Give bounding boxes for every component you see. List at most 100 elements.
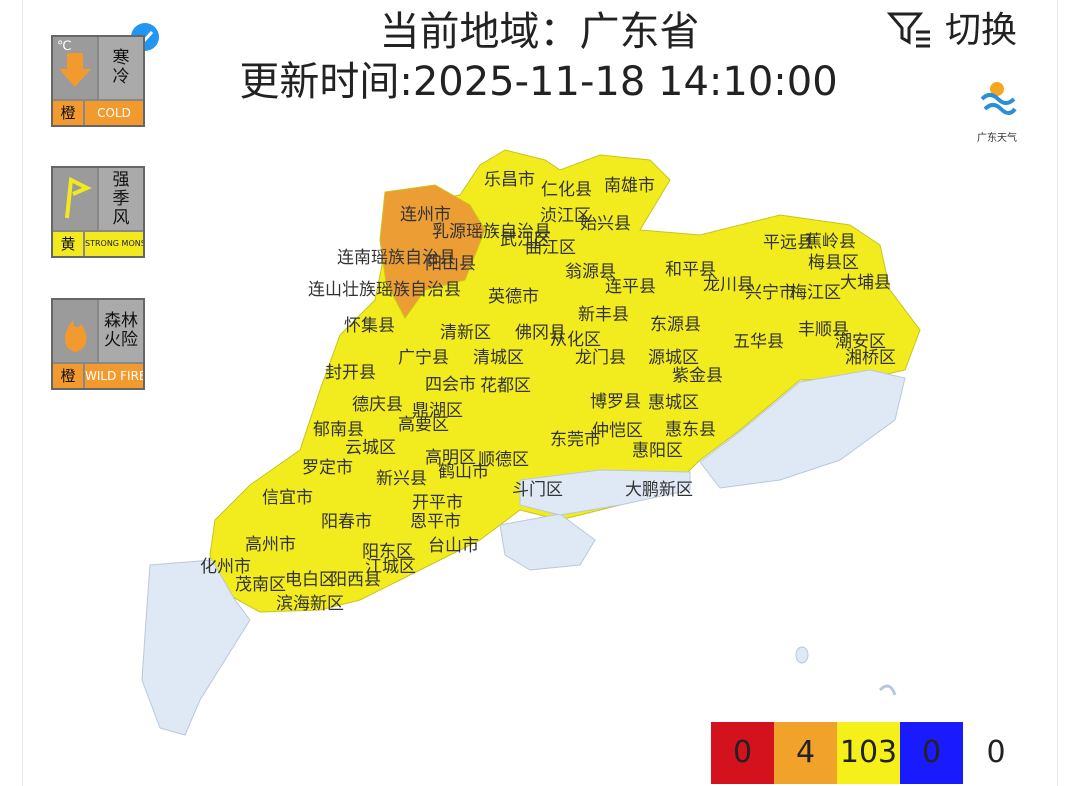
region-label: 东莞市 [550, 430, 601, 450]
region-label: 翁源县 [565, 262, 616, 282]
border [22, 0, 23, 786]
region-label: 电白区 [285, 570, 336, 590]
region-label: 顺德区 [478, 450, 529, 470]
region-label: 和平县 [665, 260, 716, 280]
region-label: 阳春市 [321, 512, 372, 532]
region-label: 连平县 [605, 277, 656, 297]
region-label: 信宜市 [262, 488, 313, 508]
region-label: 新丰县 [578, 305, 629, 325]
warning-name: 强季风 [99, 168, 143, 230]
region-label: 曲江区 [525, 238, 576, 258]
filter-shape[interactable] [886, 12, 924, 45]
warning-icon[interactable]: 森林火险 橙 WILD FIRE [51, 298, 145, 390]
region-label: 广宁县 [398, 348, 449, 368]
region-label: 始兴县 [580, 214, 631, 234]
region-label: 博罗县 [590, 392, 641, 412]
border [1057, 0, 1058, 786]
region-label: 东源县 [650, 315, 701, 335]
region-label: 化州市 [200, 557, 251, 577]
region-label: 惠城区 [648, 393, 699, 413]
region-label: 大埔县 [840, 273, 891, 293]
region-label: 滨海新区 [276, 594, 344, 614]
region-label: 封开县 [325, 363, 376, 383]
region-label: 阳东区 [362, 542, 413, 562]
legend-red: 0 [711, 722, 774, 784]
flag [65, 176, 92, 219]
region-label: 平远县 [763, 233, 814, 253]
region-label: 阳西县 [330, 570, 381, 590]
icon-symbol-area: ℃ [53, 37, 97, 99]
region-label: 仲恺区 [592, 421, 643, 441]
region-label: 花都区 [480, 376, 531, 396]
region-label: 大鹏新区 [625, 480, 693, 500]
update-time: 更新时间:2025-11-18 14:10:00 [239, 59, 838, 105]
region-label: 德庆县 [352, 395, 403, 415]
region-label: 丰顺县 [798, 320, 849, 340]
region-label: 龙川县 [703, 275, 754, 295]
region-label: 紫金县 [672, 366, 723, 386]
warning-level: 橙 [53, 364, 83, 388]
region-label: 江城区 [365, 557, 416, 577]
warning-level: 黄 [53, 232, 83, 256]
region-label: 龙门县 [575, 348, 626, 368]
region-label: 茂南区 [235, 575, 286, 595]
region-label: 英德市 [488, 287, 539, 307]
region-label: 开平市 [412, 493, 463, 513]
region-label: 五华县 [733, 332, 784, 352]
region-label: 罗定市 [302, 458, 353, 478]
icon-symbol-area [53, 300, 97, 362]
logo [980, 82, 1017, 115]
region-label: 梅县区 [808, 253, 859, 273]
switch-button[interactable]: 切换 [945, 10, 1017, 51]
region-label: 湘桥区 [845, 348, 896, 368]
unwarned-area [519, 469, 691, 516]
orange-area [379, 184, 486, 319]
warning-icon[interactable]: ℃ 寒冷 橙 COLD [51, 35, 145, 127]
warning-english: STRONG MONSOON [85, 232, 143, 256]
region-label: 惠阳区 [632, 441, 683, 461]
region-label: 源城区 [648, 348, 699, 368]
region-label: 连山壮族瑶族自治县 [308, 280, 461, 300]
warning-english: WILD FIRE [85, 364, 143, 388]
region-label: 惠东县 [665, 420, 716, 440]
warning-icon[interactable]: 强季风 黄 STRONG MONSOON [51, 166, 145, 258]
region-label: 斗门区 [512, 480, 563, 500]
region-label: 潮安区 [835, 332, 886, 352]
region-label: 高明区 [425, 448, 476, 468]
warning-level: 橙 [53, 101, 83, 125]
icon-symbol: ℃ [57, 39, 72, 54]
island [878, 684, 897, 696]
unwarned-area [141, 559, 251, 736]
region-label: 鹤山市 [438, 462, 489, 482]
region-label: 南雄市 [604, 176, 655, 196]
legend-blue: 0 [900, 722, 963, 784]
arrow [59, 53, 91, 87]
island [795, 646, 809, 664]
region-label: 武江区 [500, 230, 551, 250]
map-labels: 乐昌市 仁化县 南雄市连州市乳源瑶族自治县浈江区始兴县武江区曲江区连南瑶族自治县阳山… [200, 170, 896, 614]
unwarned-area [499, 513, 596, 571]
region-label: 恩平市 [410, 512, 461, 532]
arrow-shape [59, 53, 91, 87]
region-label: 台山市 [428, 536, 479, 556]
region-label: 梅江区 [790, 283, 841, 303]
region-label: 清新区 [440, 323, 491, 343]
region-label: 佛冈县 [515, 323, 566, 343]
logo-text: 广东天气 [977, 131, 1017, 144]
region-label: 从化区 [550, 330, 601, 350]
region-label: 兴宁市 [745, 283, 796, 303]
filter-icon[interactable] [886, 12, 930, 48]
legend-orange: 4 [774, 722, 837, 784]
warning-name: 寒冷 [99, 37, 143, 99]
region-label: 连南瑶族自治县 [337, 248, 456, 268]
region-label: 郁南县 [313, 420, 364, 440]
legend-other: 0 [986, 735, 1006, 770]
region-label: 阳山县 [425, 254, 476, 274]
logo-sun [990, 82, 1004, 96]
region-label: 四会市 [425, 375, 476, 395]
region-label: 新兴县 [376, 469, 427, 489]
fire-shape [65, 320, 87, 352]
region-label: 高要区 [398, 415, 449, 435]
title: 当前地域：广东省 [379, 9, 700, 55]
